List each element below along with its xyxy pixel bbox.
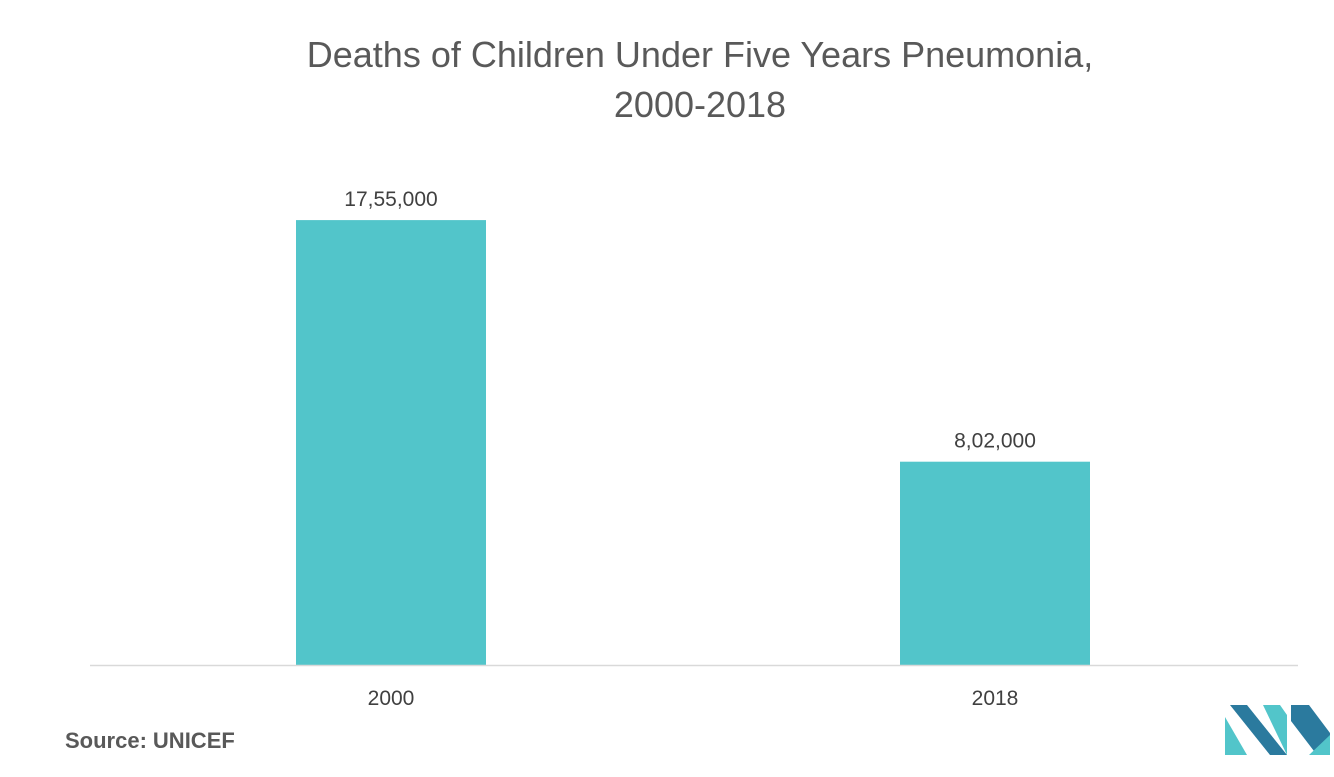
chart-title: Deaths of Children Under Five Years Pneu… xyxy=(0,30,1334,130)
source-note: Source: UNICEF xyxy=(65,728,235,754)
logo-shape-right xyxy=(1291,705,1330,755)
logo-shape-mid xyxy=(1230,705,1287,755)
x-tick-label-2018: 2018 xyxy=(972,687,1019,710)
logo-shape-right-light xyxy=(1309,735,1330,755)
data-label-2000: 17,55,000 xyxy=(344,188,437,211)
labels-layer: 17,55,000 2000 8,02,000 2018 xyxy=(344,188,1036,710)
x-tick-label-2000: 2000 xyxy=(368,687,415,710)
bars-layer xyxy=(296,220,1090,665)
logo-shape-mid-light xyxy=(1263,705,1287,755)
brand-logo-icon xyxy=(1225,705,1330,755)
bar-2000 xyxy=(296,220,486,665)
source-value: UNICEF xyxy=(152,728,235,753)
chart-subtitle: 2000-2018 xyxy=(613,84,787,125)
data-label-2018: 8,02,000 xyxy=(954,430,1036,453)
bar-2018 xyxy=(900,461,1090,665)
source-label: Source: xyxy=(65,728,147,753)
chart-title-line1: Deaths of Children Under Five Years Pneu… xyxy=(306,34,1094,75)
logo-shape-left xyxy=(1225,717,1247,755)
